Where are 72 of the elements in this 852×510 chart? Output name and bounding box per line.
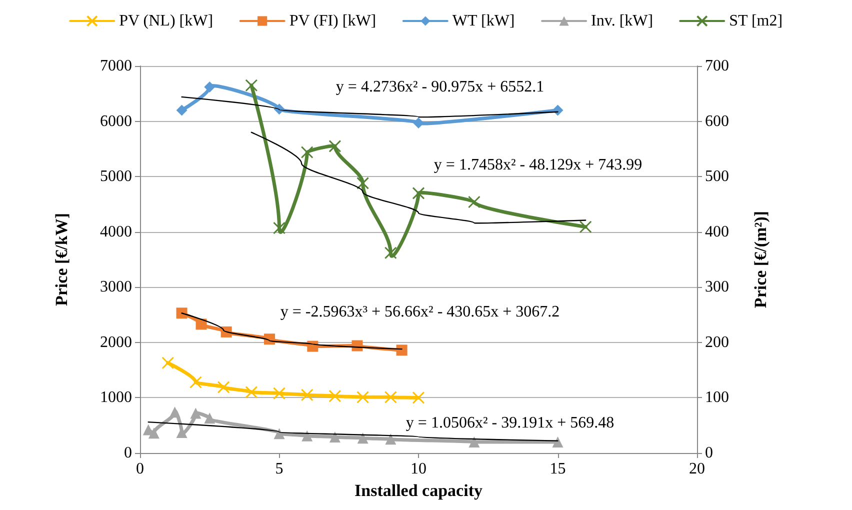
legend-label: Inv. [kW] [591, 12, 654, 30]
point [384, 246, 397, 260]
x-axis-title: Installed capacity [354, 480, 483, 500]
point [412, 391, 425, 404]
point [273, 387, 286, 400]
point [552, 436, 564, 448]
point [245, 386, 258, 398]
y-tick-label: 3000 [100, 278, 132, 296]
y-tick-label: 5000 [100, 168, 132, 186]
point [356, 176, 370, 190]
point [385, 434, 396, 445]
annotation: y = 4.2736x² - 90.975x + 6552.1 [336, 78, 544, 96]
annotation: y = -2.5963x³ + 56.66x² - 430.65x + 3067.2 [280, 304, 560, 320]
line-series [250, 132, 586, 224]
legend-label: WT [kW] [452, 12, 515, 30]
point [217, 380, 230, 394]
point [329, 431, 340, 442]
point [300, 146, 314, 158]
point [148, 428, 160, 439]
y2-axis-title: Price [€/(m²)] [751, 210, 770, 308]
y2-tick-label: 400 [705, 223, 729, 240]
x-tick-label: 10 [410, 460, 426, 478]
y-tick-label: 1000 [100, 389, 132, 406]
point [300, 388, 314, 402]
point [190, 408, 202, 419]
point [357, 432, 368, 444]
point [176, 104, 188, 116]
y2-tick-label: 200 [705, 334, 729, 351]
x-tick-label: 5 [275, 460, 284, 478]
y-tick-label: 0 [124, 444, 132, 462]
legend-label: ST [m2] [729, 12, 783, 30]
y-tick-label: 6000 [100, 112, 132, 130]
point [396, 344, 408, 356]
point [356, 390, 370, 404]
point [204, 82, 216, 93]
point [413, 117, 424, 128]
y-tick-label: 7000 [100, 58, 132, 74]
point [307, 340, 318, 352]
point [552, 104, 564, 116]
y2-tick-label: 500 [705, 168, 729, 186]
point [169, 406, 180, 418]
point [384, 390, 397, 404]
legend-label: PV (FI) [kW] [289, 12, 376, 30]
point [196, 318, 207, 330]
point [468, 436, 480, 448]
x-tick-label: 0 [136, 460, 144, 478]
point [412, 186, 425, 200]
point [204, 412, 216, 424]
y-tick-label: 2000 [100, 334, 132, 351]
x-tick-label: 15 [550, 460, 566, 478]
y2-tick-label: 0 [705, 444, 713, 462]
point [328, 140, 342, 152]
y-axis-title: Price [€/kW] [52, 213, 71, 306]
point [579, 220, 592, 234]
point [162, 356, 174, 370]
y2-tick-label: 700 [705, 58, 729, 74]
point [302, 430, 313, 442]
annotation: y = 1.0506x² - 39.191x + 569.48 [406, 414, 614, 432]
point [468, 196, 480, 208]
x-tick-label: 20 [689, 460, 705, 478]
point [189, 376, 202, 388]
y2-tick-label: 100 [705, 389, 729, 406]
point [273, 222, 286, 234]
y-tick-label: 4000 [100, 223, 132, 240]
legend-label: PV (NL) [kW] [119, 12, 214, 30]
y2-tick-label: 300 [705, 278, 729, 296]
y2-tick-label: 600 [705, 112, 729, 130]
point [245, 79, 258, 92]
point [328, 390, 342, 402]
annotation: y = 1.7458x² - 48.129x + 743.99 [434, 156, 642, 174]
point [176, 308, 188, 319]
point [274, 428, 285, 440]
